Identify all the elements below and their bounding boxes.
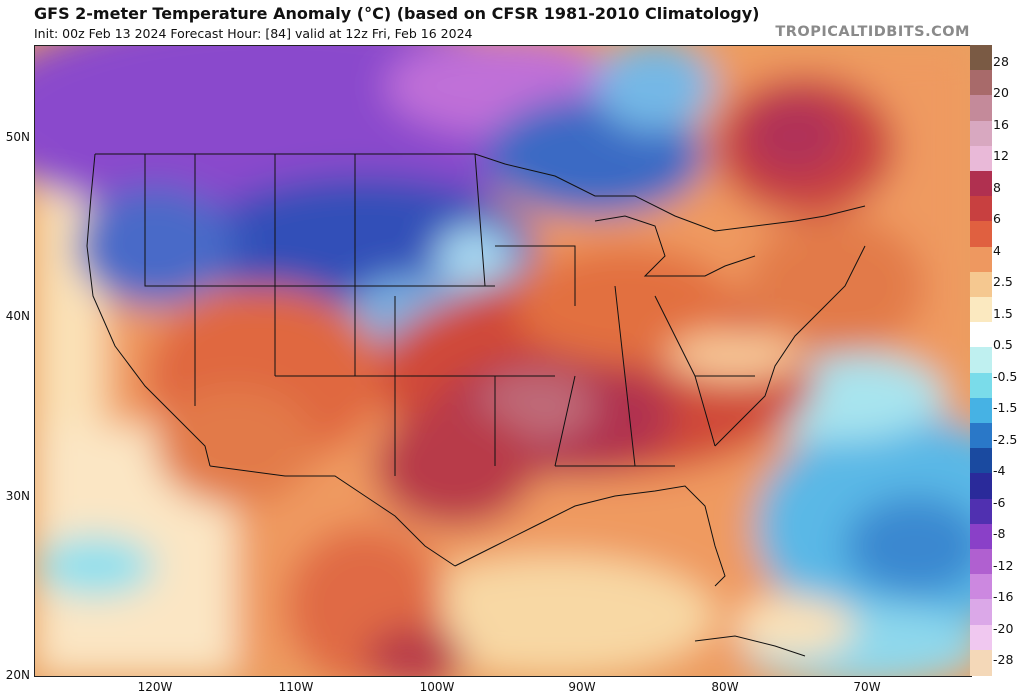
colorbar-tick-label: -6 [993, 494, 1006, 510]
lon-label: 90W [568, 680, 596, 694]
colorbar-tick-label: 8 [993, 179, 1001, 195]
anomaly-field [35, 46, 971, 676]
colorbar-segment [970, 120, 992, 147]
lon-label: 120W [137, 680, 173, 694]
lon-label: 70W [853, 680, 881, 694]
chart-title: GFS 2-meter Temperature Anomaly (°C) (ba… [34, 4, 760, 23]
colorbar-tick-label: -4 [993, 463, 1006, 479]
colorbar-segment [970, 171, 992, 197]
colorbar-segment [970, 246, 992, 273]
colorbar-segment [970, 397, 992, 424]
colorbar-tick-label: 12 [993, 148, 1009, 164]
colorbar-segment [970, 599, 992, 626]
chart-subtitle: Init: 00z Feb 13 2024 Forecast Hour: [84… [34, 26, 473, 41]
lat-label: 20N [5, 668, 30, 682]
colorbar-tick-label: 1.5 [993, 305, 1013, 321]
colorbar-segment [970, 95, 992, 122]
colorbar-segment [970, 574, 992, 601]
colorbar-tick-label: 0.5 [993, 337, 1013, 353]
colorbar-tick-label: -28 [993, 652, 1014, 668]
colorbar-tick-label: -12 [993, 557, 1014, 573]
cuba-outline [694, 635, 806, 657]
lon-label: 100W [419, 680, 455, 694]
colorbar-segment [970, 624, 992, 651]
colorbar-segment [970, 347, 992, 374]
lat-label: 40N [5, 309, 30, 323]
colorbar-segment [970, 498, 992, 525]
colorbar-segment [970, 271, 992, 298]
colorbar-segment [970, 221, 992, 248]
colorbar-tick-label: 4 [993, 242, 1001, 258]
colorbar-segment [970, 549, 992, 575]
map-svg [35, 46, 971, 676]
colorbar-segment [970, 448, 992, 475]
colorbar-tick-label: -20 [993, 620, 1014, 636]
lat-label: 30N [5, 489, 30, 503]
colorbar-segment [970, 45, 992, 71]
colorbar-tick-label: 6 [993, 211, 1001, 227]
colorbar-segment [970, 473, 992, 500]
colorbar-segment [970, 322, 992, 349]
colorbar-tick-label: -8 [993, 526, 1006, 542]
colorbar-tick-label: -2.5 [993, 431, 1018, 447]
brand-watermark: TROPICALTIDBITS.COM [775, 24, 970, 40]
boundaries [86, 153, 866, 587]
colorbar-tick-label: -1.5 [993, 400, 1018, 416]
colorbar-tick-label: 2.5 [993, 274, 1013, 290]
colorbar-segment [970, 70, 992, 97]
colorbar-segment [970, 372, 992, 399]
colorbar-segment [970, 145, 992, 172]
colorbar-segment [970, 523, 992, 550]
anomaly-map [34, 45, 972, 677]
colorbar [970, 45, 992, 676]
colorbar-segment [970, 649, 992, 676]
colorbar-tick-label: 28 [993, 53, 1009, 69]
colorbar-segment [970, 423, 992, 449]
colorbar-tick-label: -0.5 [993, 368, 1018, 384]
colorbar-tick-label: 16 [993, 116, 1009, 132]
colorbar-tick-label: -16 [993, 589, 1014, 605]
colorbar-tick-label: 20 [993, 85, 1009, 101]
lon-label: 110W [278, 680, 314, 694]
colorbar-segment [970, 196, 992, 223]
lat-label: 50N [5, 130, 30, 144]
colorbar-segment [970, 297, 992, 323]
lon-label: 80W [711, 680, 739, 694]
